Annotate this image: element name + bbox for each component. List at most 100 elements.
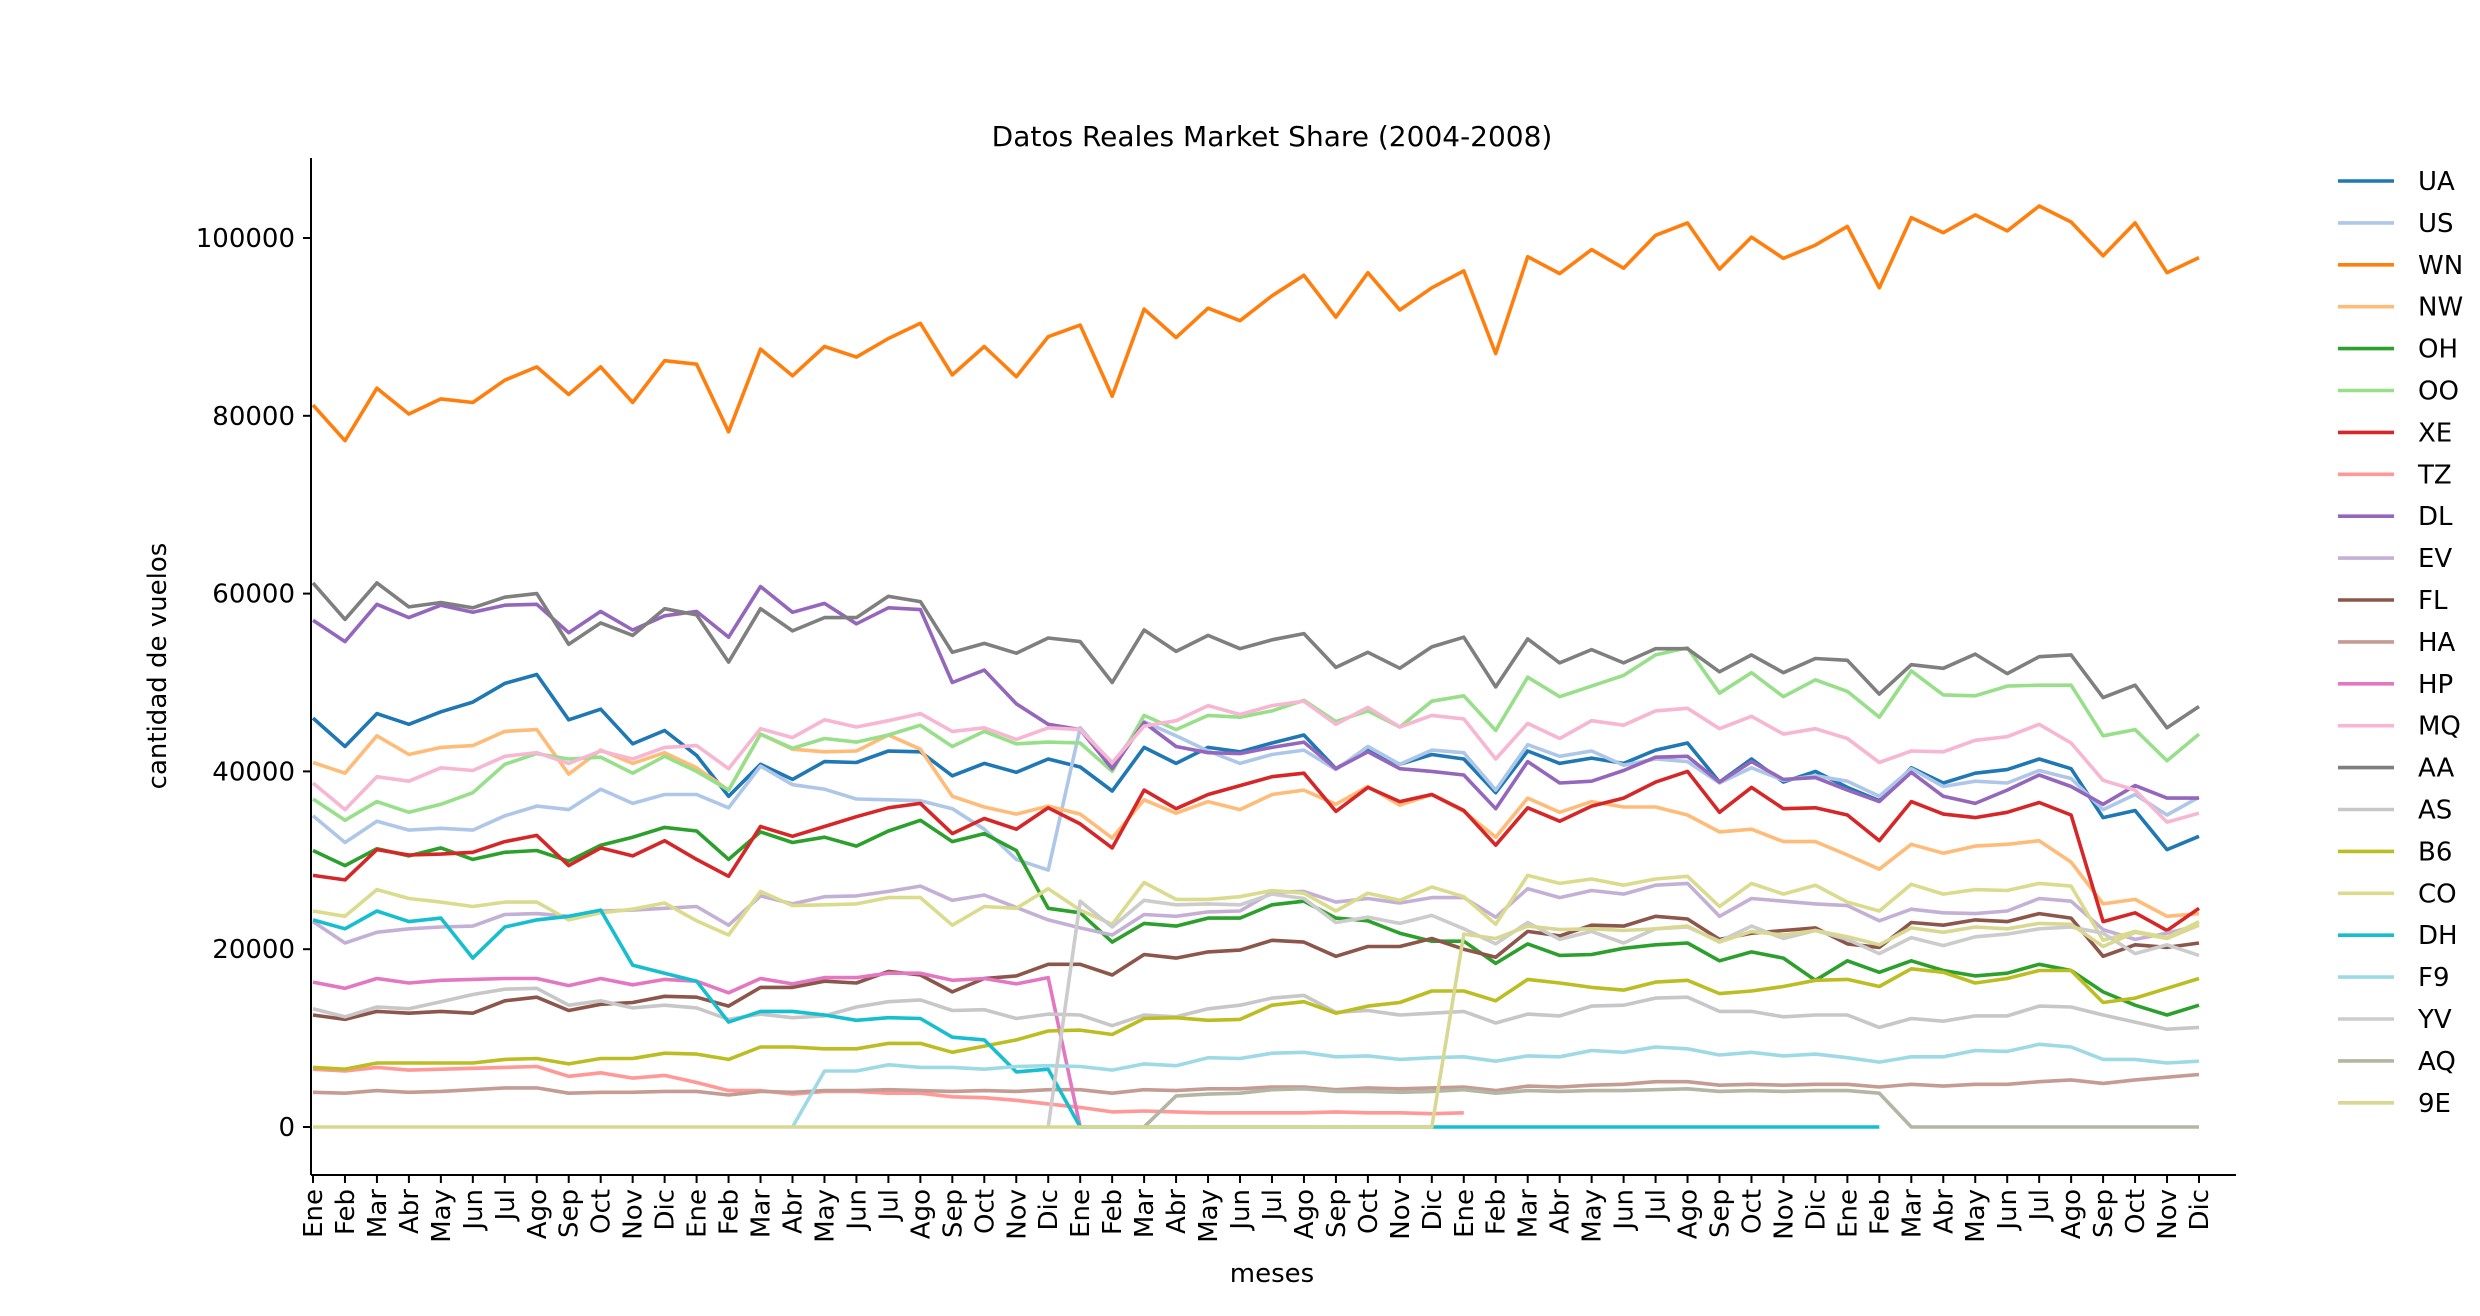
x-ticks: Ene Feb Mar Abr May Jun Jul Ago Sep Oct Nov Dic Ene F… xyxy=(299,1175,2215,1243)
series-line-xe xyxy=(312,769,2201,933)
legend-label-yv: YV xyxy=(2417,1005,2452,1035)
x-tick-label: Sep xyxy=(555,1189,585,1238)
x-tick-label: Abr xyxy=(1162,1189,1192,1234)
y-tick-label: 20000 xyxy=(212,935,295,965)
x-tick-label: Abr xyxy=(778,1189,808,1234)
series-line-wn xyxy=(311,204,2200,443)
x-tick-label: Jul xyxy=(1642,1189,1672,1222)
x-tick-label: Ago xyxy=(2057,1189,2087,1239)
x-tick-label: Jul xyxy=(491,1189,521,1222)
x-tick-label: Nov xyxy=(1002,1189,1032,1240)
series-line-us xyxy=(311,719,2200,872)
x-tick-label: May xyxy=(1194,1189,1224,1243)
x-tick-label: Ago xyxy=(1674,1189,1704,1239)
series-line-ua xyxy=(311,672,2200,852)
x-tick-label: Oct xyxy=(1737,1189,1767,1234)
x-tick-label: Jun xyxy=(459,1189,489,1232)
x-tick-label: Mar xyxy=(747,1189,777,1238)
legend: UA US WN NW OH OO XE TZ DL EV FL HA HP MQ AA AS B6 CO DH F9… xyxy=(2338,167,2463,1119)
legend-label-oo: OO xyxy=(2418,377,2459,407)
plot-area xyxy=(311,204,2201,1129)
legend-label-ha: HA xyxy=(2418,628,2456,658)
x-tick-label: Sep xyxy=(1322,1189,1352,1238)
x-tick-label: Ago xyxy=(906,1189,936,1239)
x-tick-label: Oct xyxy=(970,1189,1000,1234)
x-tick-label: Oct xyxy=(2121,1189,2151,1234)
x-tick-label: Abr xyxy=(1546,1189,1576,1234)
x-tick-label: Ago xyxy=(1290,1189,1320,1239)
x-tick-label: Ene xyxy=(1833,1189,1863,1238)
series-line-9e xyxy=(313,921,2200,1129)
legend-label-xe: XE xyxy=(2418,418,2452,448)
x-tick-label: Mar xyxy=(1514,1189,1544,1238)
x-tick-label: Nov xyxy=(1769,1189,1799,1240)
series-line-oo xyxy=(312,646,2201,823)
legend-label-fl: FL xyxy=(2418,586,2448,616)
legend-label-dh: DH xyxy=(2418,921,2458,951)
x-tick-label: Feb xyxy=(715,1189,745,1235)
x-tick-label: Feb xyxy=(331,1189,361,1235)
x-tick-label: Dic xyxy=(2185,1189,2215,1231)
series-line-ha xyxy=(312,1072,2200,1097)
y-tick-label: 60000 xyxy=(212,580,295,610)
x-tick-label: Ago xyxy=(523,1189,553,1239)
legend-label-9e: 9E xyxy=(2418,1089,2451,1119)
x-tick-label: Nov xyxy=(1386,1189,1416,1240)
series-line-yv xyxy=(1046,892,2200,1128)
y-tick-label: 40000 xyxy=(212,757,295,787)
x-tick-label: Feb xyxy=(1482,1189,1512,1235)
x-tick-label: Jun xyxy=(1610,1189,1640,1232)
x-tick-label: May xyxy=(1578,1189,1608,1243)
series-line-aq xyxy=(1142,1087,2199,1129)
x-tick-label: Jul xyxy=(2025,1189,2055,1222)
x-tick-label: Mar xyxy=(1130,1189,1160,1238)
x-tick-label: Nov xyxy=(2153,1189,2183,1240)
series-line-b6 xyxy=(312,967,2200,1071)
legend-label-hp: HP xyxy=(2418,670,2453,700)
x-tick-label: Jul xyxy=(874,1189,904,1222)
x-tick-label: Sep xyxy=(2089,1189,2119,1238)
legend-label-mq: MQ xyxy=(2418,712,2461,742)
legend-label-aq: AQ xyxy=(2418,1047,2456,1077)
legend-label-as: AS xyxy=(2418,796,2452,826)
x-tick-label: Dic xyxy=(1418,1189,1448,1231)
x-tick-label: Jun xyxy=(1993,1189,2023,1232)
legend-label-ua: UA xyxy=(2418,167,2455,197)
x-tick-label: Feb xyxy=(1098,1189,1128,1235)
series-line-aa xyxy=(311,581,2200,730)
series-line-f9 xyxy=(790,1042,2200,1128)
x-tick-label: Dic xyxy=(651,1189,681,1231)
x-axis-label: meses xyxy=(1230,1259,1314,1289)
legend-label-ev: EV xyxy=(2418,544,2452,574)
x-tick-label: Jul xyxy=(1258,1189,1288,1222)
x-tick-label: Oct xyxy=(587,1189,617,1234)
legend-label-aa: AA xyxy=(2418,754,2455,784)
x-tick-label: Abr xyxy=(1929,1189,1959,1234)
y-axis-label: cantidad de vuelos xyxy=(143,543,173,790)
x-tick-label: Sep xyxy=(938,1189,968,1238)
series-line-oh xyxy=(312,818,2200,1017)
series-line-nw xyxy=(312,727,2200,919)
series-line-co xyxy=(312,873,2200,943)
series-line-as xyxy=(312,986,2200,1031)
x-tick-label: May xyxy=(427,1189,457,1243)
legend-label-co: CO xyxy=(2418,879,2457,909)
x-tick-label: May xyxy=(1961,1189,1991,1243)
legend-label-us: US xyxy=(2418,209,2454,239)
legend-label-nw: NW xyxy=(2418,293,2463,323)
legend-label-wn: WN xyxy=(2418,251,2463,281)
y-ticks: 0 20000 40000 60000 80000 100000 xyxy=(196,224,311,1143)
x-tick-label: May xyxy=(810,1189,840,1243)
legend-label-dl: DL xyxy=(2418,502,2453,532)
y-tick-label: 100000 xyxy=(196,224,295,254)
x-tick-label: Sep xyxy=(1706,1189,1736,1238)
x-tick-label: Oct xyxy=(1354,1189,1384,1234)
x-tick-label: Jun xyxy=(842,1189,872,1232)
series-line-tz xyxy=(312,1064,1464,1116)
series-line-mq xyxy=(311,699,2200,824)
legend-label-oh: OH xyxy=(2418,335,2458,365)
x-tick-label: Ene xyxy=(1450,1189,1480,1238)
legend-label-tz: TZ xyxy=(2417,460,2452,490)
x-tick-label: Mar xyxy=(1897,1189,1927,1238)
x-tick-label: Nov xyxy=(619,1189,649,1240)
